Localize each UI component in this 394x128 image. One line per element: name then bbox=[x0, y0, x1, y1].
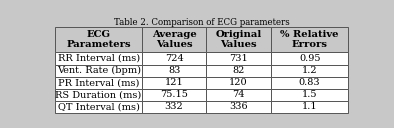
Bar bbox=[271, 101, 348, 113]
Bar bbox=[206, 89, 271, 101]
Bar bbox=[271, 77, 348, 89]
Text: ECG
Parameters: ECG Parameters bbox=[66, 30, 131, 49]
Text: PR Interval (ms): PR Interval (ms) bbox=[58, 78, 139, 87]
Bar bbox=[271, 89, 348, 101]
Bar bbox=[206, 52, 271, 65]
Bar bbox=[206, 65, 271, 77]
Bar bbox=[142, 27, 206, 52]
Text: QT Interval (ms): QT Interval (ms) bbox=[58, 102, 139, 111]
Text: RS Duration (ms): RS Duration (ms) bbox=[56, 90, 142, 99]
Bar bbox=[206, 27, 271, 52]
Text: 332: 332 bbox=[165, 102, 184, 111]
Text: Average
Values: Average Values bbox=[152, 30, 197, 49]
Text: 724: 724 bbox=[165, 54, 184, 63]
Text: 75.15: 75.15 bbox=[160, 90, 188, 99]
Bar bbox=[55, 101, 142, 113]
Bar bbox=[55, 27, 142, 52]
Text: 1.5: 1.5 bbox=[302, 90, 318, 99]
Bar bbox=[142, 89, 206, 101]
Text: RR Interval (ms): RR Interval (ms) bbox=[58, 54, 139, 63]
Bar bbox=[142, 101, 206, 113]
Text: 82: 82 bbox=[232, 66, 245, 75]
Text: 1.2: 1.2 bbox=[302, 66, 318, 75]
Text: % Relative
Errors: % Relative Errors bbox=[281, 30, 339, 49]
Text: 731: 731 bbox=[229, 54, 248, 63]
Text: 74: 74 bbox=[232, 90, 245, 99]
Bar bbox=[271, 52, 348, 65]
Text: Vent. Rate (bpm): Vent. Rate (bpm) bbox=[57, 66, 141, 75]
Bar bbox=[55, 77, 142, 89]
Text: Original
Values: Original Values bbox=[216, 30, 262, 49]
Bar bbox=[271, 65, 348, 77]
Bar bbox=[206, 77, 271, 89]
Text: Table 2. Comparison of ECG parameters: Table 2. Comparison of ECG parameters bbox=[114, 18, 290, 27]
Text: 83: 83 bbox=[168, 66, 180, 75]
Bar bbox=[55, 65, 142, 77]
Bar bbox=[142, 77, 206, 89]
Text: 121: 121 bbox=[165, 78, 184, 87]
Bar bbox=[206, 101, 271, 113]
Bar bbox=[271, 27, 348, 52]
Text: 120: 120 bbox=[229, 78, 248, 87]
Bar bbox=[55, 89, 142, 101]
Bar bbox=[142, 65, 206, 77]
Text: 0.83: 0.83 bbox=[299, 78, 320, 87]
Text: 336: 336 bbox=[229, 102, 248, 111]
Text: 0.95: 0.95 bbox=[299, 54, 320, 63]
Bar bbox=[142, 52, 206, 65]
Text: 1.1: 1.1 bbox=[302, 102, 318, 111]
Bar bbox=[55, 52, 142, 65]
